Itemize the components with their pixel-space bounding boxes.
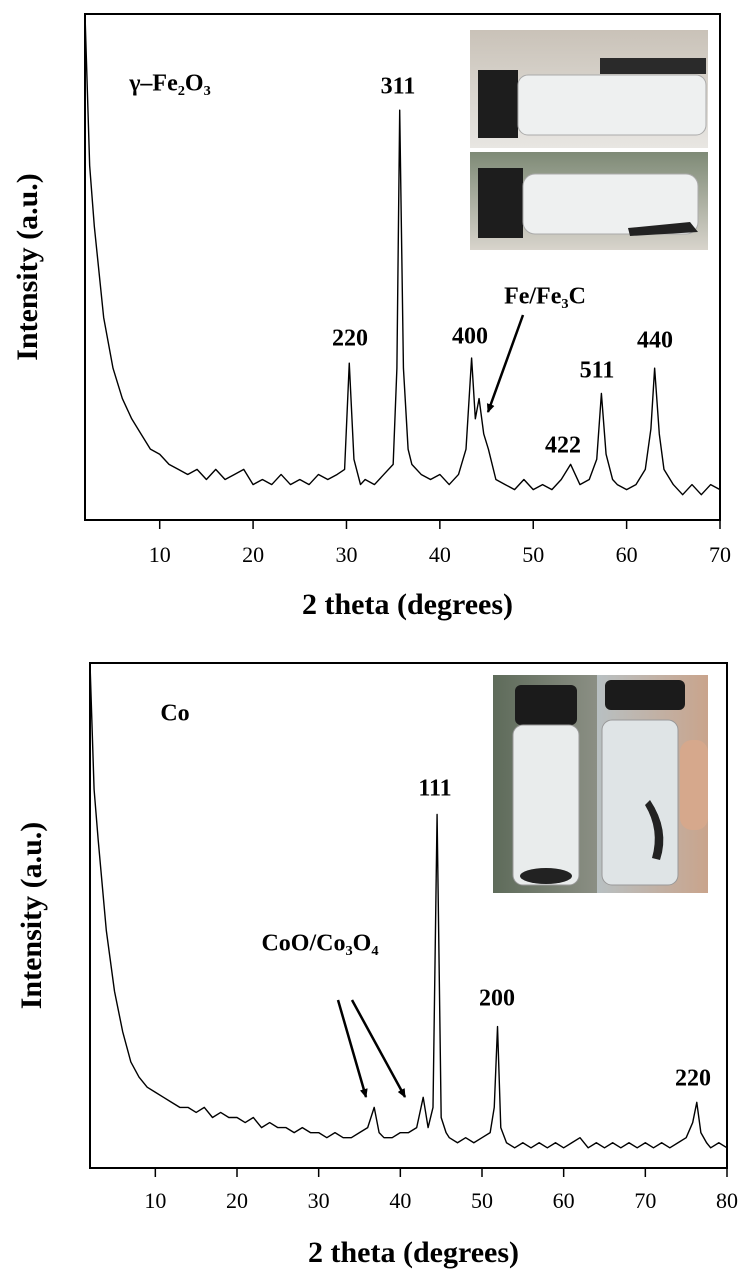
annotation-arrow	[350, 999, 407, 1098]
peak-label: 200	[479, 986, 515, 1012]
annotation-arrow	[336, 999, 368, 1098]
x-tick-label: 40	[429, 542, 451, 567]
y-axis-title: Intensity (a.u.)	[15, 822, 48, 1010]
peak-label: 220	[332, 326, 368, 352]
x-tick-label: 80	[716, 1188, 738, 1213]
peak-label: 440	[637, 328, 673, 354]
x-tick-label: 70	[634, 1188, 656, 1213]
peak-label: 220	[675, 1066, 711, 1092]
peak-label: 111	[418, 776, 451, 802]
x-tick-label: 70	[709, 542, 731, 567]
xrd-line	[89, 662, 728, 1149]
peak-label: 400	[452, 324, 488, 350]
x-tick-label: 40	[389, 1188, 411, 1213]
x-tick-label: 30	[308, 1188, 330, 1213]
x-axis-title: 2 theta (degrees)	[308, 1236, 519, 1269]
x-tick-label: 30	[335, 542, 357, 567]
x-axis-title: 2 theta (degrees)	[302, 588, 513, 621]
inset-photo	[493, 675, 708, 893]
peak-label: Fe/Fe₃C	[504, 284, 586, 310]
xrd-line	[84, 13, 721, 496]
plot-frame	[89, 662, 728, 1169]
x-tick-label: 10	[144, 1188, 166, 1213]
x-tick-label: 50	[522, 542, 544, 567]
x-tick-label: 50	[471, 1188, 493, 1213]
peak-label: Co	[160, 701, 189, 727]
peak-label: 511	[580, 358, 615, 384]
peak-label: γ–Fe₂O₃	[128, 71, 211, 97]
annotation-arrow	[486, 314, 525, 413]
y-axis-title: Intensity (a.u.)	[11, 173, 44, 361]
x-tick-label: 20	[226, 1188, 248, 1213]
peak-label: 422	[545, 433, 581, 459]
x-tick-label: 20	[242, 542, 264, 567]
x-tick-label: 60	[616, 542, 638, 567]
peak-label: 311	[381, 74, 416, 100]
x-tick-label: 60	[553, 1188, 575, 1213]
peak-label: CoO/Co₃O₄	[261, 931, 378, 957]
plot-frame	[84, 13, 721, 521]
x-tick-label: 10	[149, 542, 171, 567]
inset-photo	[470, 30, 708, 250]
